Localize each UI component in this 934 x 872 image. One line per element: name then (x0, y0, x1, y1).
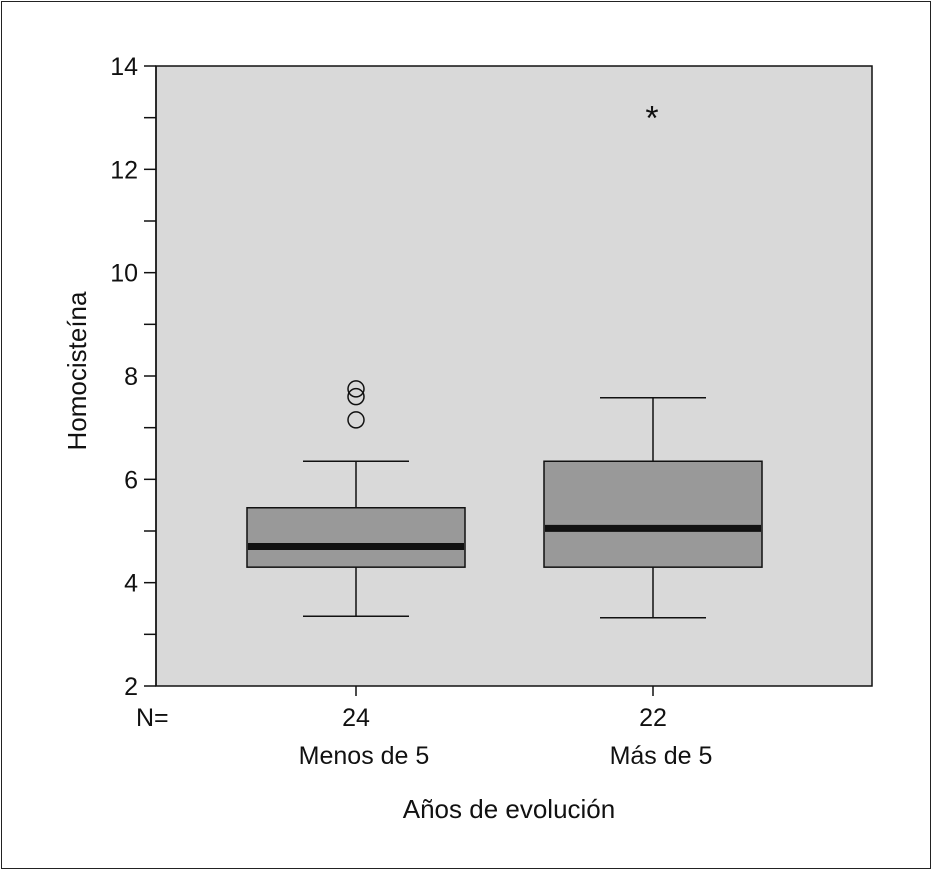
extreme-point: * (645, 100, 658, 138)
x-axis: 24 Menos de 5 22 Más de 5 (299, 686, 713, 770)
y-axis: 2 4 6 8 10 12 14 (110, 53, 157, 701)
box (543, 460, 763, 568)
category-label: Más de 5 (610, 742, 713, 770)
box (246, 507, 466, 568)
y-tick-label: 10 (110, 260, 138, 288)
y-tick-label: 6 (124, 466, 138, 494)
y-axis-title: Homocisteína (62, 291, 92, 450)
plot-area (155, 65, 873, 687)
n-count-label: 22 (639, 704, 667, 732)
y-tick-label: 12 (110, 156, 138, 184)
n-count-label: 24 (342, 704, 370, 732)
outlier-point (347, 387, 365, 406)
box-group (246, 380, 466, 617)
n-label: N= (136, 704, 169, 732)
category-label: Menos de 5 (299, 742, 430, 770)
box-group: * (543, 100, 763, 619)
y-tick-label: 8 (124, 363, 138, 391)
y-tick-label: 2 (124, 673, 138, 701)
outlier-point (347, 380, 365, 398)
y-tick-label: 14 (110, 53, 138, 81)
x-axis-title: Años de evolución (403, 794, 615, 824)
box-series: * (246, 100, 763, 619)
y-tick-label: 4 (124, 570, 138, 598)
outlier-point (347, 411, 365, 429)
